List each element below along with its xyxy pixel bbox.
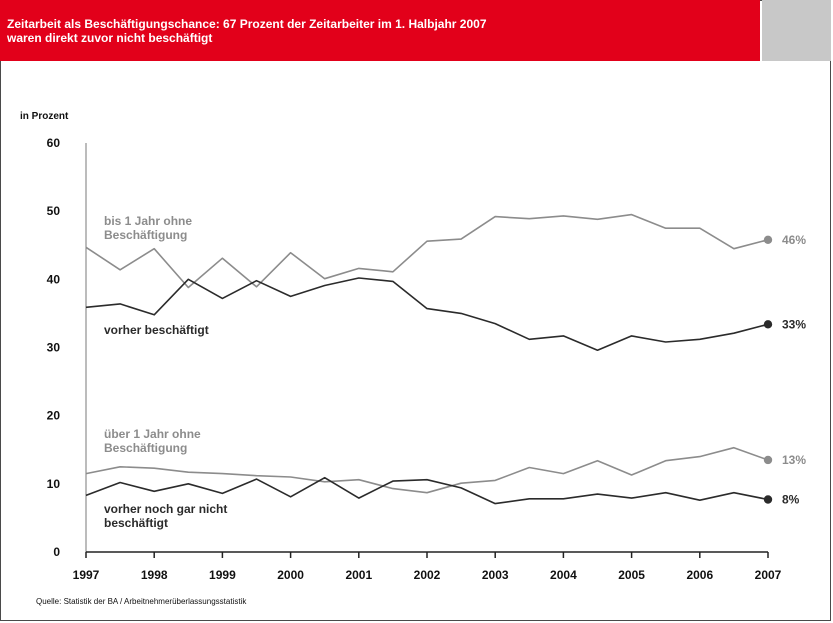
header-banner: Zeitarbeit als Beschäftigungschance: 67 … [0,0,760,61]
series-label-line: Beschäftigung [104,441,187,455]
series-label: über 1 Jahr ohne Beschäftigung [104,427,201,455]
series-end-marker [763,235,773,244]
series-label-line: Beschäftigung [104,228,187,242]
x-tick-label: 2001 [345,568,372,582]
series-label-line: bis 1 Jahr ohne [104,214,192,228]
series-label-line: beschäftigt [104,516,168,530]
source-note: Quelle: Statistik der BA / Arbeitnehmerü… [36,597,247,606]
x-tick-label: 2005 [618,568,645,582]
y-tick-label: 0 [53,545,60,559]
x-tick-label: 2004 [550,568,577,582]
series-label-line: über 1 Jahr ohne [104,427,201,441]
series-end-label: 8% [782,493,800,507]
x-tick-label: 2006 [686,568,713,582]
x-tick-label: 2002 [414,568,441,582]
y-tick-label: 20 [47,409,61,423]
series-end-label: 33% [782,317,806,331]
header-accent-box [762,0,831,61]
x-tick-label: 1999 [209,568,236,582]
series-label: vorher beschäftigt [104,323,209,337]
series-label: bis 1 Jahr ohne Beschäftigung [104,214,192,242]
series-label-line: vorher noch gar nicht [104,502,227,516]
y-tick-label: 40 [47,272,61,286]
x-tick-label: 2003 [482,568,509,582]
series-end-marker [763,320,773,329]
x-tick-label: 1998 [141,568,168,582]
y-tick-label: 30 [47,341,61,355]
y-tick-label: 10 [47,477,61,491]
series-end-marker [763,455,773,465]
y-tick-label: 50 [47,204,61,218]
x-tick-label: 2000 [277,568,304,582]
y-tick-label: 60 [47,136,61,150]
series-end-label: 13% [782,453,806,467]
x-tick-label: 1997 [73,568,100,582]
series-line [85,213,769,289]
x-tick-label: 2007 [755,568,782,582]
series-line [85,277,769,352]
y-axis-label: in Prozent [20,111,69,122]
series-line [85,476,769,505]
series-end-label: 46% [782,233,806,247]
series-label: vorher noch gar nicht beschäftigt [104,502,227,530]
chart-title: Zeitarbeit als Beschäftigungschance: 67 … [7,17,487,45]
series-end-marker [763,495,773,504]
series-line [85,446,769,494]
series-label-line: vorher beschäftigt [104,323,209,337]
